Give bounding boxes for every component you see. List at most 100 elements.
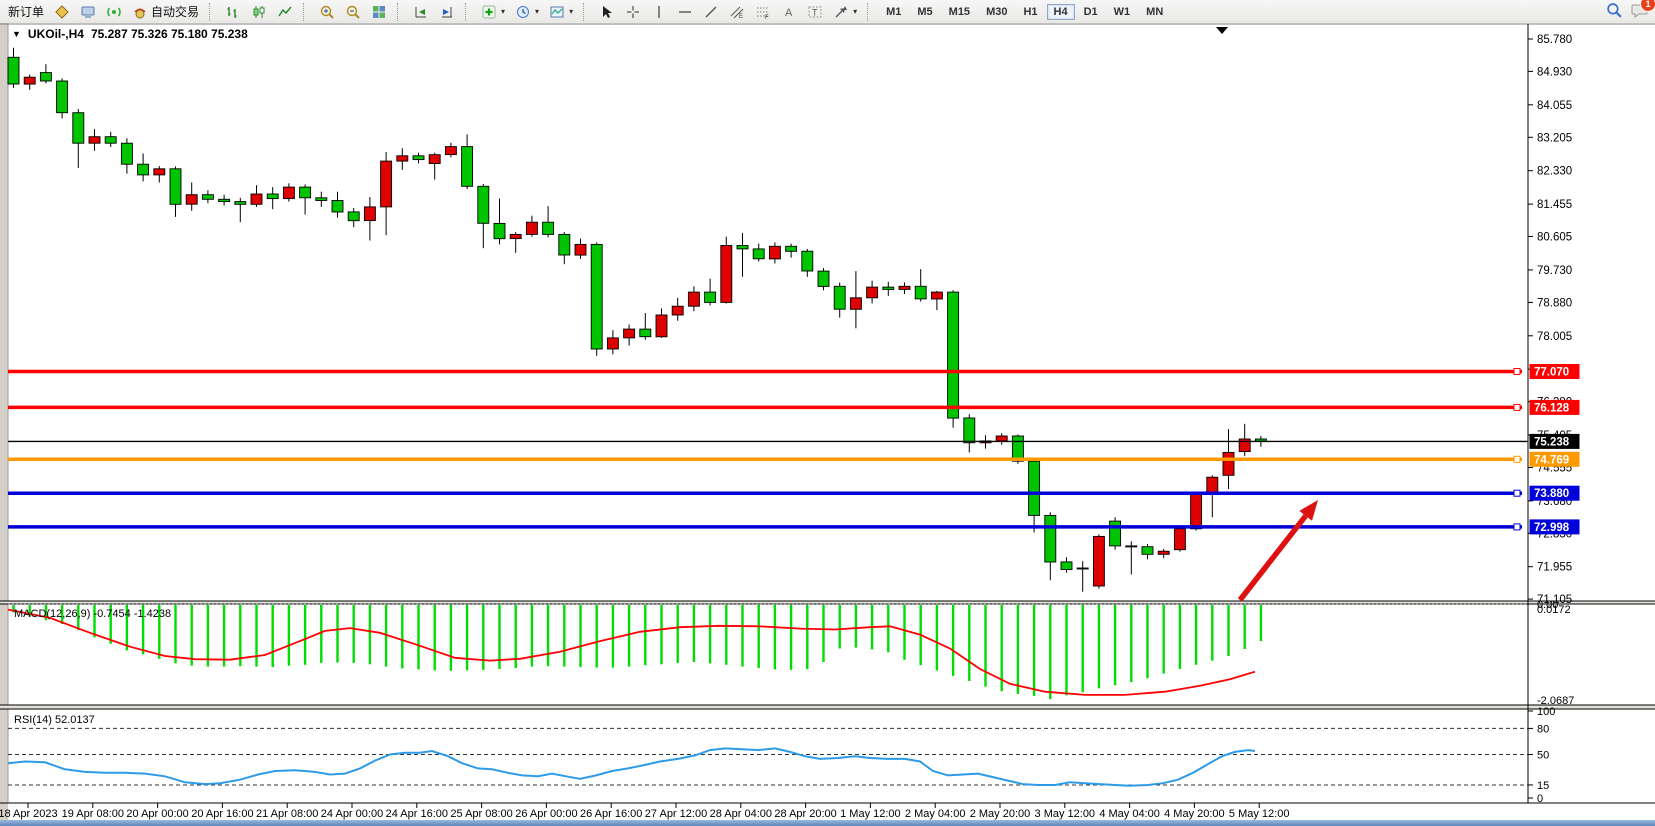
svg-text:19 Apr 08:00: 19 Apr 08:00	[62, 808, 124, 820]
text-icon[interactable]: A	[776, 2, 802, 22]
svg-text:72.998: 72.998	[1534, 522, 1570, 534]
svg-text:3 May 12:00: 3 May 12:00	[1035, 808, 1096, 820]
toolbar-separator	[397, 2, 403, 21]
svg-text:A: A	[785, 7, 793, 19]
toolbar-separator	[209, 2, 215, 21]
svg-text:71.105: 71.105	[1537, 594, 1572, 606]
status-bar	[0, 820, 1655, 826]
autotrade-label: 自动交易	[151, 5, 200, 19]
svg-text:21 Apr 08:00: 21 Apr 08:00	[256, 808, 318, 820]
timeframe-MN[interactable]: MN	[1146, 5, 1164, 18]
search-icon[interactable]	[1606, 2, 1623, 22]
svg-text:80.605: 80.605	[1537, 232, 1572, 244]
timeframe-H1[interactable]: H1	[1023, 5, 1038, 18]
autotrade-button[interactable]: 自动交易	[127, 1, 204, 22]
timeframe-H4[interactable]: H4	[1046, 3, 1075, 20]
svg-text:2 May 20:00: 2 May 20:00	[970, 808, 1031, 820]
svg-text:0.00: 0.00	[1537, 599, 1558, 611]
svg-text:F: F	[765, 15, 769, 20]
clock-icon	[517, 5, 530, 18]
timeframe-M15[interactable]: M15	[948, 5, 971, 18]
bar-chart-icon[interactable]	[220, 2, 246, 22]
svg-text:71.955: 71.955	[1537, 562, 1572, 574]
zoom-out-icon[interactable]	[340, 2, 366, 22]
toolbar-separator	[583, 2, 589, 21]
indicators-plus-icon	[482, 5, 496, 18]
notifications-button[interactable]: 1	[1631, 0, 1655, 21]
svg-text:84.055: 84.055	[1537, 100, 1572, 112]
line-chart-icon[interactable]	[272, 2, 298, 22]
chevron-down-icon: ▾	[535, 7, 540, 16]
svg-text:T: T	[812, 7, 818, 17]
timeframe-group: M1 M5 M15 M30 H1 H4 D1 W1 MN	[875, 0, 1174, 23]
svg-text:76.128: 76.128	[1534, 402, 1570, 414]
svg-text:25 Apr 08:00: 25 Apr 08:00	[450, 808, 512, 820]
chart-window: ▼ UKOil-,H4 75.287 75.326 75.180 75.238 …	[0, 23, 1655, 826]
candlestick-chart-icon[interactable]	[246, 2, 272, 22]
timeframe-M1[interactable]: M1	[886, 5, 902, 18]
notification-badge: 1	[1640, 0, 1655, 12]
svg-text:50: 50	[1537, 750, 1549, 762]
svg-text:0: 0	[1537, 793, 1543, 805]
templates-button[interactable]: ▾	[544, 2, 578, 22]
chevron-down-icon: ▾	[853, 7, 858, 16]
svg-text:26 Apr 16:00: 26 Apr 16:00	[580, 808, 642, 820]
channel-icon[interactable]: E	[724, 2, 750, 22]
text-label-icon[interactable]: T	[802, 2, 828, 22]
svg-text:18 Apr 2023: 18 Apr 2023	[0, 808, 58, 820]
svg-text:E: E	[739, 14, 743, 20]
cursor-icon[interactable]	[594, 2, 620, 22]
fibonacci-icon[interactable]: F	[750, 2, 776, 22]
svg-text:4 May 20:00: 4 May 20:00	[1164, 808, 1225, 820]
terminal-icon[interactable]	[75, 2, 101, 22]
svg-text:82.330: 82.330	[1537, 166, 1572, 178]
svg-text:15: 15	[1537, 780, 1549, 792]
svg-text:74.769: 74.769	[1534, 454, 1569, 466]
chart-symbol-period: UKOil-,H4	[27, 27, 84, 41]
svg-text:78.880: 78.880	[1537, 297, 1572, 309]
chart-shift-icon[interactable]	[434, 2, 460, 22]
chart-ohlc-values: 75.287 75.326 75.180 75.238	[90, 27, 248, 41]
svg-text:78.005: 78.005	[1537, 331, 1572, 343]
svg-text:5 May 12:00: 5 May 12:00	[1229, 808, 1290, 820]
svg-text:24 Apr 00:00: 24 Apr 00:00	[321, 808, 383, 820]
trendline-icon[interactable]	[698, 2, 724, 22]
svg-text:73.880: 73.880	[1534, 488, 1569, 500]
chevron-down-icon: ▾	[569, 7, 574, 16]
about-diamond-icon[interactable]	[49, 2, 75, 22]
main-toolbar: 新订单 自动交易	[0, 0, 1655, 24]
svg-text:27 Apr 12:00: 27 Apr 12:00	[645, 808, 707, 820]
svg-text:MACD(12,26,9) -0.7454 -1.4238: MACD(12,26,9) -0.7454 -1.4238	[14, 608, 171, 620]
vertical-line-icon[interactable]	[646, 2, 672, 22]
svg-text:24 Apr 16:00: 24 Apr 16:00	[386, 808, 448, 820]
price-chart[interactable]: MACD(12,26,9) -0.7454 -1.4238 RSI(14) 52.…	[0, 23, 1655, 820]
svg-text:28 Apr 04:00: 28 Apr 04:00	[710, 808, 772, 820]
toolbar-separator	[867, 2, 873, 21]
svg-text:79.730: 79.730	[1537, 265, 1572, 277]
periods-button[interactable]: ▾	[510, 2, 544, 22]
chart-menu-icon[interactable]: ▼	[12, 29, 21, 39]
svg-text:85.780: 85.780	[1537, 34, 1572, 46]
auto-scroll-icon[interactable]	[408, 2, 434, 22]
svg-text:1 May 12:00: 1 May 12:00	[840, 808, 901, 820]
arrow-shape-icon	[835, 5, 848, 17]
chart-title: ▼ UKOil-,H4 75.287 75.326 75.180 75.238	[12, 27, 248, 41]
svg-text:75.238: 75.238	[1534, 436, 1570, 448]
tile-windows-icon[interactable]	[366, 2, 392, 22]
horizontal-line-icon[interactable]	[672, 2, 698, 22]
indicators-button[interactable]: ▾	[476, 2, 510, 22]
svg-text:4 May 04:00: 4 May 04:00	[1099, 808, 1160, 820]
svg-text:20 Apr 16:00: 20 Apr 16:00	[191, 808, 253, 820]
signal-icon[interactable]	[101, 2, 127, 22]
timeframe-M30[interactable]: M30	[986, 5, 1008, 18]
crosshair-icon[interactable]	[620, 2, 646, 22]
svg-text:28 Apr 20:00: 28 Apr 20:00	[774, 808, 836, 820]
new-order-button[interactable]: 新订单	[3, 1, 49, 22]
timeframe-D1[interactable]: D1	[1083, 5, 1098, 18]
svg-text:20 Apr 00:00: 20 Apr 00:00	[126, 808, 188, 820]
timeframe-W1[interactable]: W1	[1113, 5, 1131, 18]
shapes-button[interactable]: ▾	[828, 2, 862, 22]
svg-text:2 May 04:00: 2 May 04:00	[905, 808, 966, 820]
zoom-in-icon[interactable]	[314, 2, 340, 22]
timeframe-M5[interactable]: M5	[917, 5, 933, 18]
